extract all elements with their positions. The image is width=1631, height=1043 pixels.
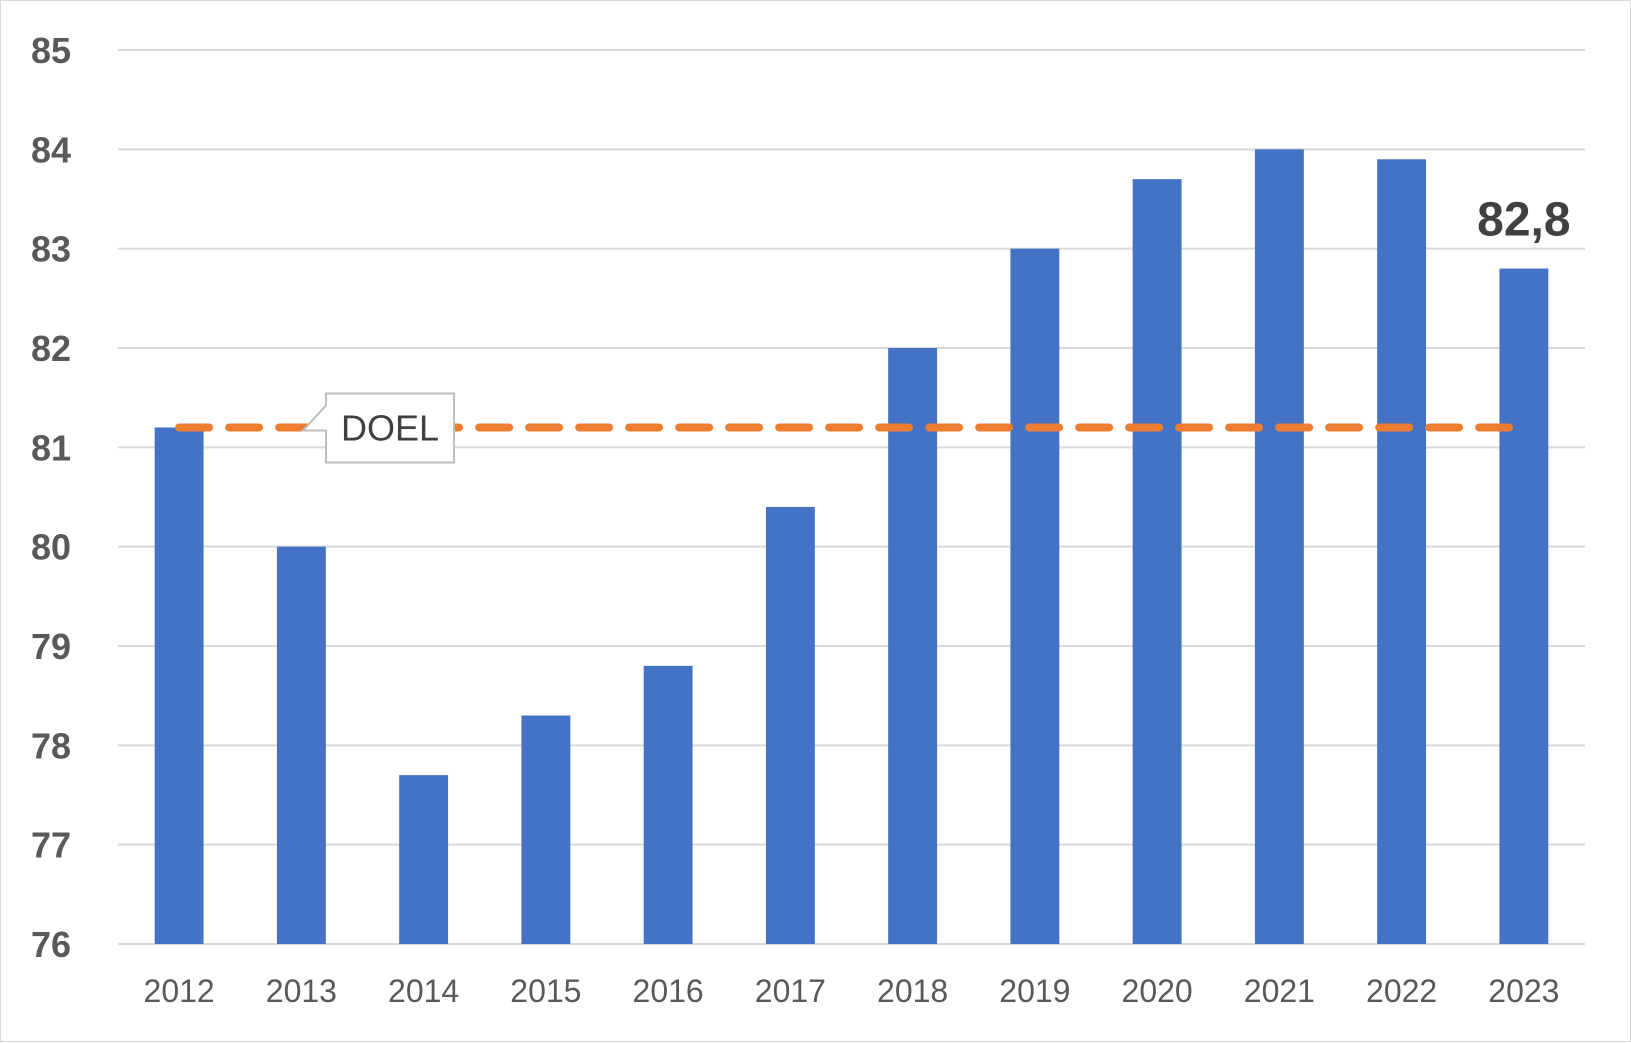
bar-2015 <box>521 715 571 944</box>
y-tick-label: 83 <box>31 229 71 270</box>
x-tick-label: 2015 <box>510 973 581 1009</box>
x-tick-label: 2023 <box>1488 973 1559 1009</box>
x-tick-label: 2020 <box>1122 973 1193 1009</box>
bar-2012 <box>154 427 204 944</box>
y-tick-label: 81 <box>31 427 71 468</box>
x-tick-label: 2021 <box>1244 973 1315 1009</box>
x-tick-label: 2017 <box>755 973 826 1009</box>
bar-2016 <box>643 665 693 944</box>
data-labels: 82,8 <box>1477 194 1570 247</box>
bar-2021 <box>1254 149 1304 945</box>
x-tick-label: 2022 <box>1366 973 1437 1009</box>
y-tick-label: 79 <box>31 626 71 667</box>
x-axis-ticks: 2012 2013 2014 2015 2016 2017 2018 2019 2020 2021… <box>144 973 1560 1009</box>
x-tick-label: 2013 <box>266 973 337 1009</box>
bar-2014 <box>399 775 449 944</box>
bars <box>154 149 1549 945</box>
y-tick-label: 76 <box>31 924 71 965</box>
bar-2020 <box>1132 179 1182 945</box>
bar-2023 <box>1499 268 1549 944</box>
callout-label: DOEL <box>341 407 439 448</box>
y-tick-label: 78 <box>31 725 71 766</box>
data-label-2023: 82,8 <box>1477 194 1570 247</box>
bar-2022 <box>1377 159 1427 944</box>
y-tick-label: 82 <box>31 328 71 369</box>
gridlines <box>118 49 1585 945</box>
y-tick-label: 84 <box>31 129 71 170</box>
y-tick-label: 77 <box>31 825 71 866</box>
y-tick-label: 85 <box>31 30 71 71</box>
x-tick-label: 2012 <box>144 973 215 1009</box>
x-tick-label: 2019 <box>999 973 1070 1009</box>
bar-2017 <box>765 506 815 944</box>
x-tick-label: 2014 <box>388 973 459 1009</box>
bar-2018 <box>888 348 938 944</box>
bar-2013 <box>276 546 326 944</box>
x-tick-label: 2018 <box>877 973 948 1009</box>
callout-box <box>300 392 455 464</box>
y-axis-ticks: 76 77 78 79 80 81 82 83 84 85 <box>31 30 71 965</box>
target-callout: DOEL <box>300 392 455 464</box>
y-tick-label: 80 <box>31 527 71 568</box>
x-tick-label: 2016 <box>633 973 704 1009</box>
bar-2019 <box>1010 248 1060 944</box>
